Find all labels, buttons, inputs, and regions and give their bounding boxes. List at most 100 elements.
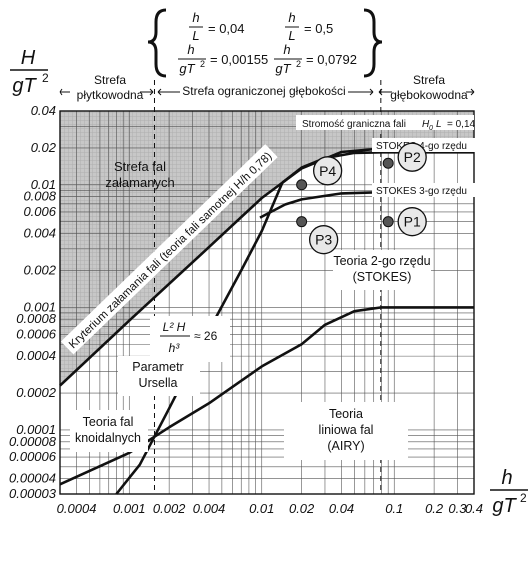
- steepness-label-bg: [296, 115, 474, 130]
- formula4-value: = 0,0792: [306, 52, 357, 67]
- breaking-zone-shading: [60, 111, 474, 386]
- zone-deep-line1: Strefa: [413, 73, 445, 87]
- y-tick-label: 0.008: [23, 189, 56, 204]
- points: P1 P2 P3 P4: [296, 142, 427, 255]
- formula4-den: gT: [275, 61, 291, 76]
- point-p2-badge: [397, 142, 427, 172]
- knoidal-label-1: Teoria fal: [83, 415, 134, 429]
- ursell-formula-den: h³: [169, 341, 181, 355]
- y-tick-label: 0.00008: [9, 434, 57, 449]
- y-tick-label: 0.001: [23, 299, 56, 314]
- formula4-num: h: [283, 42, 290, 57]
- airy-label-bg: [284, 402, 408, 460]
- airy-label-3: (AIRY): [327, 439, 364, 453]
- y-tick-label: 0.04: [31, 103, 56, 118]
- x-tick-label: 0.1: [385, 501, 403, 516]
- stokes3-label-bg: [372, 183, 476, 197]
- formula3-num: h: [187, 42, 194, 57]
- formula3-den: gT: [179, 61, 195, 76]
- point-p2-dot: [382, 157, 394, 169]
- x-tick-labels: 0.0004 0.001 0.002 0.004 0.01 0.02 0.04 0.1 0.2 0…: [57, 501, 483, 516]
- x-tick-label: 0.4: [465, 501, 483, 516]
- breaking-zone-label-2: załamanych: [105, 175, 174, 190]
- stokes2-label-bg: [333, 250, 431, 290]
- ursell-formula-value: ≈ 26: [194, 329, 218, 343]
- x-tick-label: 0.04: [329, 501, 354, 516]
- y-tick-label: 0.02: [31, 140, 57, 155]
- x-tick-label: 0.001: [113, 501, 146, 516]
- x-tick-label: 0.0004: [57, 501, 97, 516]
- y-tick-label: 0.00003: [9, 486, 57, 501]
- formula2-num: h: [288, 10, 295, 25]
- ursell-formula-num: L² H: [163, 320, 186, 334]
- y-tick-label: 0.00004: [9, 471, 56, 486]
- point-p1-label: P1: [404, 214, 421, 230]
- right-brace: [363, 8, 383, 78]
- ursell-label-2: Ursella: [139, 376, 178, 390]
- zone-intermediate: Strefa ograniczonej głębokości: [182, 84, 345, 98]
- formula4-sup: 2: [296, 59, 301, 69]
- curve-stokes4: [281, 151, 474, 184]
- y-tick-label: 0.01: [31, 177, 56, 192]
- y-tick-label: 0.0006: [16, 327, 57, 342]
- header-formulas: h L = 0,04 h L = 0,5 h gT 2 = 0,00155 h …: [147, 8, 383, 78]
- y-axis-label: H gT 2: [10, 47, 49, 97]
- x-axis-label: h gT 2: [490, 467, 528, 517]
- stokes3-label: STOKES 3-go rzędu: [376, 186, 467, 197]
- zone-headings: Strefa płytkowodna Strefa ograniczonej g…: [59, 73, 475, 102]
- point-p4-dot: [296, 179, 308, 191]
- x-tick-label: 0.02: [289, 501, 315, 516]
- x-axis-den: gT: [492, 495, 517, 517]
- x-tick-label: 0.2: [425, 501, 444, 516]
- curve-stokes2_airy: [59, 306, 474, 486]
- point-p4-badge: [312, 156, 343, 186]
- point-p3-label: P3: [315, 232, 332, 248]
- zone-arrows: [59, 88, 475, 96]
- formula1-num: h: [192, 10, 199, 25]
- point-p2-label: P2: [404, 149, 421, 165]
- steepness-L: L: [436, 119, 442, 130]
- airy-label-2: liniowa fal: [319, 423, 374, 437]
- steepness-H: H: [422, 119, 430, 130]
- y-tick-label: 0.004: [23, 226, 56, 241]
- point-p3-badge: [308, 225, 339, 255]
- ursell-label-bg: [118, 356, 200, 396]
- ursell-formula-bg: [150, 316, 230, 362]
- zone-shallow-line2: płytkowodna: [77, 88, 144, 102]
- formula3-sup: 2: [200, 59, 205, 69]
- ursell-label-1: Parametr: [132, 360, 183, 374]
- formula1-den: L: [192, 28, 199, 43]
- breaking-zone-label-1: Strefa fal: [114, 159, 166, 174]
- stokes4-label-bg: [372, 138, 476, 152]
- stokes2-label-1: Teoria 2-go rzędu: [333, 254, 430, 268]
- y-tick-labels: 0.040.020.010.0080.0060.0040.0020.0010.0…: [9, 103, 57, 501]
- zone-deep-line2: głębokowodna: [390, 88, 468, 102]
- plot-frame: [59, 110, 475, 495]
- formula3-value: = 0,00155: [210, 52, 268, 67]
- y-tick-label: 0.0001: [16, 422, 56, 437]
- x-tick-label: 0.01: [249, 501, 274, 516]
- y-tick-label: 0.006: [23, 204, 56, 219]
- x-tick-label: 0.004: [193, 501, 226, 516]
- y-tick-label: 0.0008: [16, 311, 57, 326]
- knoidal-label-2: knoidalnych: [75, 431, 141, 445]
- formula2-value: = 0,5: [304, 21, 333, 36]
- y-tick-label: 0.00006: [9, 449, 57, 464]
- x-tick-label: 0.3: [448, 501, 467, 516]
- left-brace: [147, 8, 167, 78]
- y-axis-num: H: [21, 47, 36, 69]
- y-axis-den: gT: [12, 75, 37, 97]
- y-tick-label: 0.0004: [16, 348, 56, 363]
- x-axis-sup: 2: [520, 491, 527, 505]
- steepness-label: Stromość graniczna fali: [302, 119, 406, 130]
- y-tick-label: 0.0002: [16, 385, 57, 400]
- point-p4-label: P4: [319, 163, 336, 179]
- formula1-value: = 0,04: [208, 21, 245, 36]
- x-axis-num: h: [501, 467, 512, 489]
- x-tick-label: 0.002: [153, 501, 186, 516]
- zone-shallow-line1: Strefa: [94, 73, 126, 87]
- airy-label-1: Teoria: [329, 407, 363, 421]
- steepness-sub: 0: [429, 125, 433, 132]
- point-p1-badge: [397, 207, 427, 237]
